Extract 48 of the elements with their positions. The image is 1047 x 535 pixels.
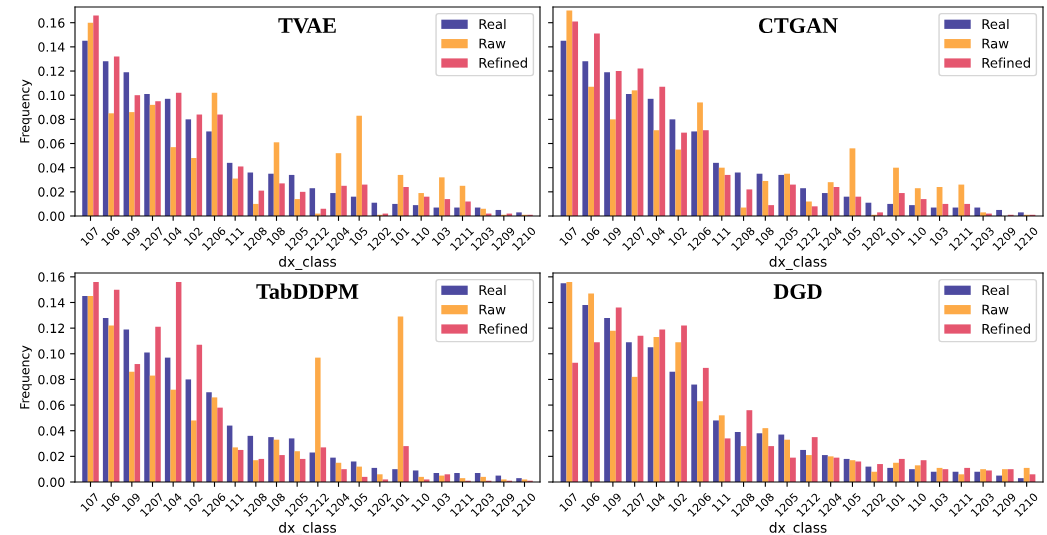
x-axis-title: dx_class (279, 256, 337, 270)
y-axis-title: Frequency (20, 345, 32, 409)
chart-title: TabDDPM (256, 283, 359, 300)
chart-title: TVAE (278, 18, 336, 34)
y-tick-label: 0.12 (38, 66, 65, 76)
y-tick-label: 0.06 (38, 400, 65, 410)
x-tick-label: 111 (711, 492, 731, 512)
legend-label: Refined (982, 323, 1030, 334)
y-tick-label: 0.02 (38, 187, 65, 197)
y-tick-label: 0.02 (38, 451, 65, 462)
x-axis-title: dx_class (279, 522, 337, 535)
y-tick-label: 0.12 (38, 323, 65, 334)
y-tick-label: 0.14 (38, 297, 65, 308)
x-tick-label: 101 (390, 226, 410, 246)
legend-label: Real (982, 18, 1009, 30)
y-tick-label: 0.00 (38, 477, 65, 487)
legend-label: Real (479, 18, 506, 30)
y-tick-label: 0.08 (38, 374, 65, 385)
x-tick-label: 101 (885, 226, 906, 246)
legend-label: Raw (982, 304, 1009, 315)
x-tick-label: 111 (711, 226, 731, 246)
y-tick-label: 0.08 (38, 114, 65, 125)
y-axis-title: Frequency (20, 79, 32, 143)
legend-label: Real (982, 284, 1009, 296)
y-tick-label: 0.14 (38, 42, 65, 52)
y-tick-label: 0.04 (38, 426, 65, 436)
chart-title: DGD (773, 284, 822, 300)
chart-title: CTGAN (758, 18, 838, 34)
legend-label: Refined (479, 323, 527, 334)
legend-label: Refined (982, 57, 1030, 68)
legend-label: Raw (479, 38, 506, 49)
y-tick-label: 0.00 (38, 211, 65, 221)
legend-label: Raw (982, 38, 1009, 49)
x-tick-label: 111 (224, 226, 245, 246)
x-tick-label: 101 (390, 492, 410, 512)
y-tick-label: 0.04 (38, 163, 65, 173)
x-axis-title: dx_class (769, 256, 827, 270)
x-axis-title: dx_class (769, 522, 827, 535)
y-tick-label: 0.10 (38, 349, 65, 359)
y-tick-label: 0.10 (38, 90, 65, 101)
x-tick-label: 101 (885, 492, 906, 512)
y-tick-label: 0.16 (38, 272, 65, 282)
legend-label: Real (479, 284, 506, 296)
y-tick-label: 0.16 (38, 18, 65, 28)
y-tick-label: 0.06 (38, 138, 65, 149)
x-tick-label: 111 (224, 492, 245, 512)
legend-label: Refined (479, 57, 527, 68)
legend-label: Raw (479, 304, 506, 315)
